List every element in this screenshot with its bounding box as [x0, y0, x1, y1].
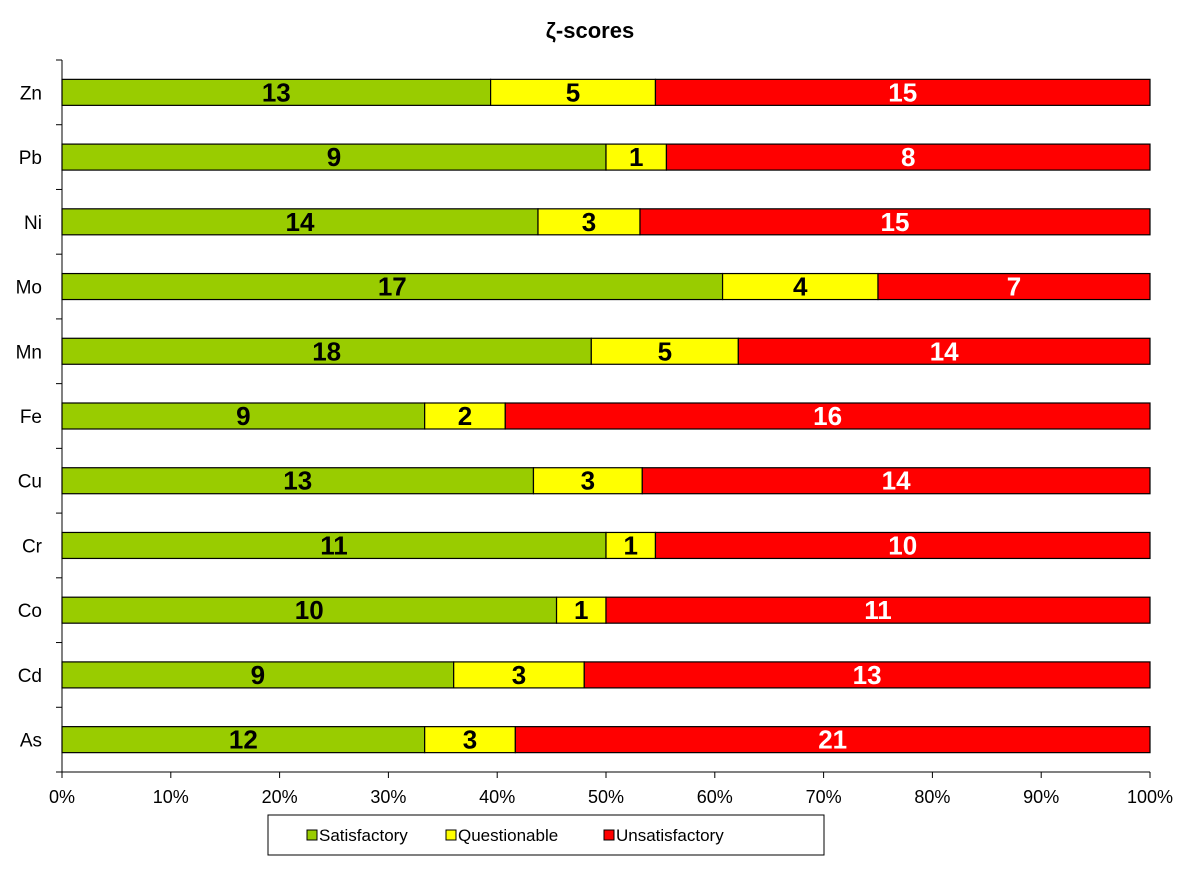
bar-segment — [61, 467, 535, 495]
data-label: 17 — [378, 272, 407, 302]
category-label: Fe — [20, 407, 42, 428]
bar-segment — [453, 661, 585, 689]
data-label: 7 — [1007, 272, 1021, 302]
bar-segment — [424, 402, 506, 430]
data-label: 14 — [882, 466, 911, 496]
data-label: 16 — [813, 401, 842, 431]
legend-swatch — [603, 829, 615, 841]
x-tick-label: 70% — [806, 787, 842, 807]
category-label: Zn — [20, 83, 42, 104]
category-label: Cd — [18, 666, 42, 687]
data-label: 3 — [582, 207, 596, 237]
bar-segment — [490, 78, 657, 106]
category-label: As — [20, 731, 42, 752]
bar-segment — [504, 402, 1151, 430]
data-label: 9 — [236, 401, 250, 431]
data-label: 5 — [658, 336, 672, 366]
data-label: 13 — [283, 466, 312, 496]
data-label: 14 — [930, 336, 959, 366]
bar-segment — [877, 272, 1151, 301]
data-label: 15 — [888, 77, 917, 107]
x-tick-label: 30% — [370, 787, 406, 807]
data-label: 3 — [512, 660, 526, 690]
legend-box — [267, 814, 825, 856]
bar-segment — [537, 208, 641, 236]
x-tick-label: 40% — [479, 787, 515, 807]
bar-segment — [61, 272, 724, 301]
chart-title: ζ-scores — [546, 18, 634, 43]
bar-segment — [605, 596, 1151, 624]
data-label: 5 — [566, 77, 580, 107]
data-label: 8 — [901, 142, 915, 172]
legend-swatch — [445, 829, 457, 841]
data-label: 11 — [320, 530, 348, 560]
data-label: 21 — [818, 725, 847, 755]
category-label: Co — [18, 601, 42, 622]
bar-segment — [61, 531, 607, 560]
data-label: 3 — [463, 725, 477, 755]
bar-segment — [61, 596, 558, 624]
bar-segment — [605, 143, 668, 171]
axis-layer: Zn Pb Ni Mo Mn Fe Cu Cr Co Cd As 0% 10% 20% 30% 40% 50% 6… — [16, 59, 1173, 807]
bar-segment — [61, 726, 426, 754]
legend-label: Unsatisfactory — [616, 826, 724, 845]
data-label: 15 — [881, 207, 910, 237]
data-label: 3 — [581, 466, 595, 496]
x-tick-label: 80% — [914, 787, 950, 807]
bar-segment — [61, 208, 539, 236]
data-label: 14 — [286, 207, 315, 237]
legend-swatch — [306, 829, 318, 841]
x-tick-label: 20% — [262, 787, 298, 807]
data-label: 9 — [251, 660, 265, 690]
legend: Satisfactory Questionable Unsatisfactory — [267, 814, 825, 856]
data-label: 4 — [793, 272, 808, 302]
data-label: 13 — [262, 77, 291, 107]
category-label: Cr — [22, 536, 43, 557]
data-label: 9 — [327, 142, 341, 172]
legend-label: Satisfactory — [319, 826, 408, 845]
bar-segment — [737, 337, 1151, 365]
bar-segment — [61, 337, 592, 365]
x-tick-label: 50% — [588, 787, 624, 807]
bar-segment — [514, 726, 1151, 754]
bar-segment — [583, 661, 1151, 689]
bar-segment — [605, 531, 657, 560]
category-label: Mn — [16, 342, 42, 363]
x-tick-label: 60% — [697, 787, 733, 807]
x-tick-label: 0% — [49, 787, 75, 807]
bar-segment — [654, 531, 1151, 560]
category-label: Ni — [24, 213, 42, 234]
data-label: 1 — [629, 142, 643, 172]
data-label: 10 — [888, 530, 917, 560]
data-label: 13 — [853, 660, 882, 690]
x-tick-label: 90% — [1023, 787, 1059, 807]
data-label: 1 — [623, 530, 637, 560]
bar-segment — [532, 467, 643, 495]
data-label: 11 — [864, 595, 892, 625]
legend-label: Questionable — [458, 826, 558, 845]
category-label: Cu — [18, 472, 42, 493]
bar-segment — [641, 467, 1151, 495]
bar-segment — [665, 143, 1151, 171]
data-label: 10 — [295, 595, 324, 625]
data-label: 1 — [574, 595, 588, 625]
data-label: 2 — [458, 401, 472, 431]
bar-segment — [61, 661, 455, 689]
bar-segment — [639, 208, 1151, 236]
x-tick-label: 10% — [153, 787, 189, 807]
category-label: Mo — [16, 278, 42, 299]
x-tick-label: 100% — [1127, 787, 1173, 807]
bar-segment — [654, 78, 1151, 106]
data-label: 18 — [312, 336, 341, 366]
data-label: 12 — [229, 725, 258, 755]
category-label: Pb — [19, 148, 42, 169]
bar-segment — [590, 337, 739, 365]
